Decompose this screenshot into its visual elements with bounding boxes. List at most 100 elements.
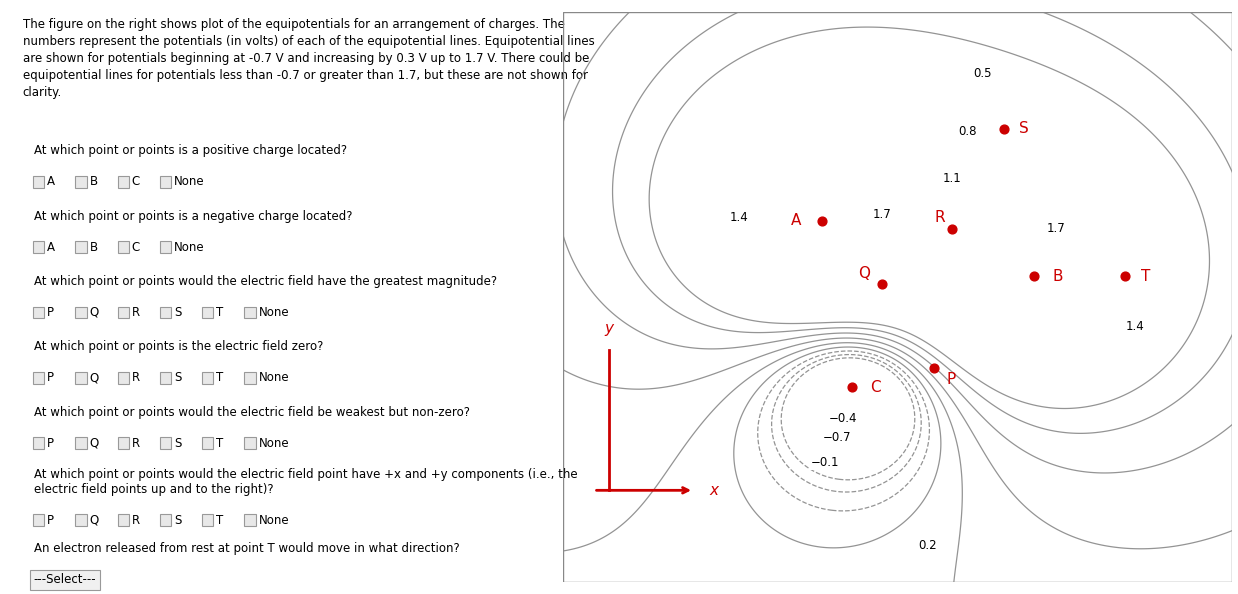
- FancyBboxPatch shape: [33, 176, 45, 188]
- Text: B: B: [89, 241, 98, 254]
- Text: Q: Q: [858, 266, 870, 281]
- Text: T: T: [1140, 268, 1150, 284]
- Text: S: S: [1019, 121, 1029, 136]
- FancyBboxPatch shape: [244, 437, 256, 449]
- FancyBboxPatch shape: [118, 372, 129, 384]
- Point: [924, 363, 943, 372]
- Text: S: S: [175, 437, 182, 450]
- FancyBboxPatch shape: [202, 372, 213, 384]
- FancyBboxPatch shape: [76, 437, 87, 449]
- Text: 1.1: 1.1: [943, 172, 962, 185]
- Text: None: None: [259, 306, 290, 319]
- Text: At which point or points is a positive charge located?: At which point or points is a positive c…: [33, 144, 347, 157]
- Point: [812, 216, 832, 225]
- Text: A: A: [47, 241, 56, 254]
- Text: −0.7: −0.7: [822, 431, 851, 444]
- Text: C: C: [131, 241, 140, 254]
- Text: None: None: [175, 241, 204, 254]
- FancyBboxPatch shape: [76, 307, 87, 318]
- Text: T: T: [217, 437, 224, 450]
- FancyBboxPatch shape: [33, 514, 45, 526]
- Text: P: P: [47, 514, 54, 527]
- Point: [842, 383, 862, 392]
- FancyBboxPatch shape: [118, 437, 129, 449]
- Text: R: R: [933, 210, 945, 225]
- FancyBboxPatch shape: [160, 307, 171, 318]
- Text: C: C: [870, 380, 880, 395]
- Text: 1.4: 1.4: [730, 211, 749, 224]
- FancyBboxPatch shape: [244, 372, 256, 384]
- Text: A: A: [791, 213, 801, 228]
- FancyBboxPatch shape: [76, 372, 87, 384]
- Text: C: C: [131, 175, 140, 188]
- FancyBboxPatch shape: [118, 514, 129, 526]
- FancyBboxPatch shape: [33, 372, 45, 384]
- Text: P: P: [47, 306, 54, 319]
- Text: Q: Q: [89, 437, 99, 450]
- Point: [1115, 271, 1135, 281]
- Text: R: R: [131, 437, 140, 450]
- FancyBboxPatch shape: [33, 437, 45, 449]
- FancyBboxPatch shape: [202, 514, 213, 526]
- FancyBboxPatch shape: [244, 514, 256, 526]
- FancyBboxPatch shape: [202, 307, 213, 318]
- Text: −0.4: −0.4: [828, 412, 857, 425]
- Text: None: None: [259, 437, 290, 450]
- Text: T: T: [217, 371, 224, 384]
- Text: None: None: [259, 514, 290, 527]
- FancyBboxPatch shape: [76, 176, 87, 188]
- Text: Q: Q: [89, 371, 99, 384]
- Text: At which point or points would the electric field point have +x and +y component: At which point or points would the elect…: [33, 468, 577, 496]
- Text: 0.2: 0.2: [919, 539, 937, 552]
- Text: P: P: [47, 371, 54, 384]
- FancyBboxPatch shape: [160, 372, 171, 384]
- Text: B: B: [1052, 268, 1063, 284]
- Text: S: S: [175, 371, 182, 384]
- FancyBboxPatch shape: [244, 307, 256, 318]
- FancyBboxPatch shape: [76, 241, 87, 253]
- FancyBboxPatch shape: [118, 241, 129, 253]
- FancyBboxPatch shape: [160, 176, 171, 188]
- Text: Q: Q: [89, 514, 99, 527]
- Point: [994, 124, 1014, 134]
- Text: 1.7: 1.7: [873, 208, 891, 222]
- Text: S: S: [175, 514, 182, 527]
- FancyBboxPatch shape: [160, 241, 171, 253]
- Text: The figure on the right shows plot of the equipotentials for an arrangement of c: The figure on the right shows plot of th…: [22, 18, 594, 99]
- Point: [873, 280, 893, 289]
- FancyBboxPatch shape: [76, 514, 87, 526]
- Text: At which point or points is a negative charge located?: At which point or points is a negative c…: [33, 210, 353, 223]
- FancyBboxPatch shape: [118, 307, 129, 318]
- Text: P: P: [47, 437, 54, 450]
- Text: R: R: [131, 306, 140, 319]
- Point: [1024, 271, 1044, 281]
- Text: 0.5: 0.5: [973, 67, 992, 80]
- Text: T: T: [217, 306, 224, 319]
- Text: None: None: [259, 371, 290, 384]
- Text: At which point or points is the electric field zero?: At which point or points is the electric…: [33, 340, 323, 353]
- Text: S: S: [175, 306, 182, 319]
- FancyBboxPatch shape: [160, 437, 171, 449]
- Text: At which point or points would the electric field have the greatest magnitude?: At which point or points would the elect…: [33, 275, 496, 288]
- FancyBboxPatch shape: [160, 514, 171, 526]
- Text: At which point or points would the electric field be weakest but non-zero?: At which point or points would the elect…: [33, 406, 469, 419]
- Text: B: B: [89, 175, 98, 188]
- Text: 1.7: 1.7: [1046, 222, 1065, 235]
- Text: An electron released from rest at point T would move in what direction?: An electron released from rest at point …: [33, 542, 459, 555]
- Text: −0.1: −0.1: [811, 456, 839, 469]
- Point: [942, 224, 962, 233]
- FancyBboxPatch shape: [118, 176, 129, 188]
- Text: A: A: [47, 175, 56, 188]
- Text: P: P: [946, 372, 956, 387]
- Text: None: None: [175, 175, 204, 188]
- Text: R: R: [131, 514, 140, 527]
- Text: 1.4: 1.4: [1125, 320, 1144, 333]
- Text: T: T: [217, 514, 224, 527]
- FancyBboxPatch shape: [33, 241, 45, 253]
- Text: x: x: [709, 483, 718, 498]
- Text: y: y: [604, 321, 613, 336]
- Text: 0.8: 0.8: [958, 125, 977, 138]
- FancyBboxPatch shape: [202, 437, 213, 449]
- FancyBboxPatch shape: [33, 307, 45, 318]
- Text: R: R: [131, 371, 140, 384]
